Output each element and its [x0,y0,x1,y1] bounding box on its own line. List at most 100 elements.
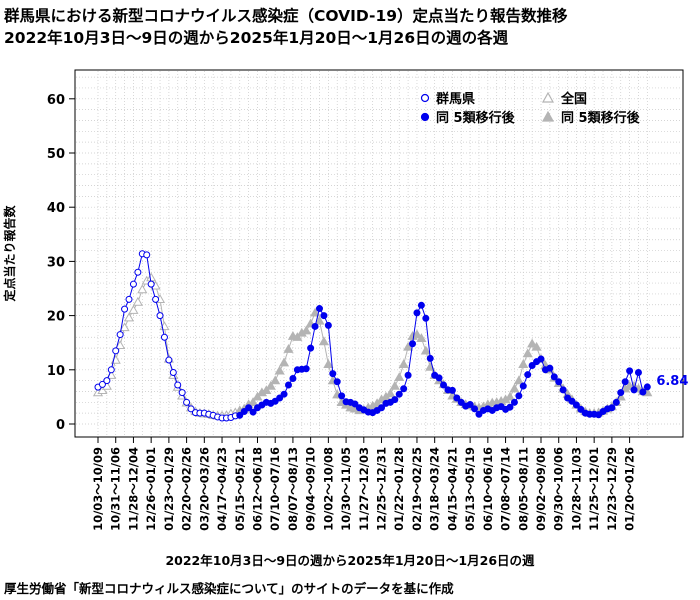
data-point-national [513,375,524,385]
data-point-gunma [440,381,448,389]
x-tick-label: 07/08～07/14 [499,447,513,531]
x-tick-label: 12/26～01/01 [144,447,158,531]
data-point-gunma [617,389,625,397]
y-tick-label: 10 [47,364,65,379]
data-point-gunma [475,410,483,418]
legend-marker-gunma [420,93,430,103]
source-note: 厚生労働省「新型コロナウィルス感染症について」のサイトのデータを基に作成 [4,581,454,596]
data-point-gunma [639,388,647,396]
legend-label-gunma: 群馬県 [436,91,475,107]
x-tick-label: 10/28～11/03 [569,447,583,531]
data-point-gunma [143,251,151,259]
chart-title-line2: 2022年10月3日～9日の週から2025年1月20日～1月26日の週の各週 [4,29,509,47]
data-point-gunma [169,369,177,377]
data-point-national [323,359,334,369]
x-tick-label: 01/23～01/29 [162,447,176,531]
data-point-gunma [457,398,465,406]
data-point-gunma [621,378,629,386]
x-tick-label: 06/12～06/18 [250,447,264,531]
data-point-national [252,391,263,401]
data-point-gunma [466,400,474,408]
data-point-gunma [404,371,412,379]
x-tick-label: 02/19～02/25 [410,447,424,531]
data-point-national [270,375,281,385]
x-tick-label: 10/30～11/05 [339,447,353,531]
x-tick-label: 05/15～05/21 [233,447,247,531]
data-point-gunma [320,312,328,320]
data-point-gunma [391,396,399,404]
data-point-gunma [634,369,642,377]
data-point-gunma [338,392,346,400]
x-tick-label: 10/03～10/09 [91,447,105,531]
data-point-gunma [121,305,129,313]
data-point-gunma [546,364,554,372]
data-point-gunma [555,378,563,386]
y-tick-label: 0 [56,418,65,433]
data-point-gunma [351,400,359,408]
data-point-gunma [448,386,456,394]
data-point-national [261,385,272,395]
data-point-national [527,338,538,348]
data-point-gunma [510,398,518,406]
y-axis-label: 定点当たり報告数 [2,205,17,302]
legend-marker-national-after [541,110,555,122]
x-tick-label: 04/17～04/23 [215,447,229,531]
x-tick-label: 05/13～05/19 [463,447,477,531]
data-point-gunma [116,331,124,339]
data-point-gunma [174,381,182,389]
data-point-national [310,307,321,317]
data-point-gunma [426,354,434,362]
data-point-gunma [572,401,580,409]
x-tick-label: 08/07～08/13 [286,447,300,531]
data-point-national [247,397,259,406]
data-point-gunma [417,301,425,309]
data-point-gunma [400,385,408,393]
x-tick-label: 09/04～09/10 [304,447,318,531]
last-value-label: 6.84 [656,374,688,389]
data-point-national [137,284,148,294]
x-tick-label: 06/10～06/16 [481,447,495,531]
data-point-national [531,341,542,351]
x-tick-label: 07/10～07/16 [268,447,282,531]
data-point-gunma [302,365,310,373]
x-tick-label: 10/31～11/06 [109,447,123,531]
data-point-gunma [160,333,168,341]
data-point-national [132,296,143,306]
data-point-gunma [103,377,111,385]
data-point-national [403,341,414,351]
data-point-gunma [187,405,195,413]
data-point-gunma [630,386,638,394]
data-point-national [398,359,409,369]
y-tick-label: 40 [47,201,65,216]
data-point-gunma [515,392,523,400]
legend-marker-national [541,91,555,103]
data-point-gunma [528,361,536,369]
data-point-gunma [240,408,248,416]
data-point-gunma [409,340,417,348]
legend-label-national: 全国 [560,91,587,107]
data-point-gunma [280,390,288,398]
data-point-gunma [289,374,297,382]
data-point-national [292,332,303,341]
data-point-gunma [333,378,341,386]
data-point-gunma [395,390,403,398]
data-point-national [97,385,108,395]
data-point-gunma [152,295,160,303]
data-point-national [274,365,285,375]
data-point-gunma [471,405,479,413]
x-tick-label: 10/02～10/08 [321,447,335,531]
data-point-gunma [608,404,616,412]
data-point-gunma [147,280,155,288]
data-point-gunma [311,322,319,330]
data-point-gunma [129,280,137,288]
data-point-gunma [550,373,558,381]
legend-label-national-after: 同 5類移行後 [561,110,641,126]
x-tick-label: 11/25～12/01 [587,447,601,531]
data-point-national [115,340,126,350]
y-tick-label: 60 [47,93,65,108]
data-point-gunma [112,347,120,355]
x-tick-label: 09/02～09/08 [534,447,548,531]
x-tick-label: 11/28～12/04 [126,447,140,531]
data-point-gunma [324,321,332,329]
